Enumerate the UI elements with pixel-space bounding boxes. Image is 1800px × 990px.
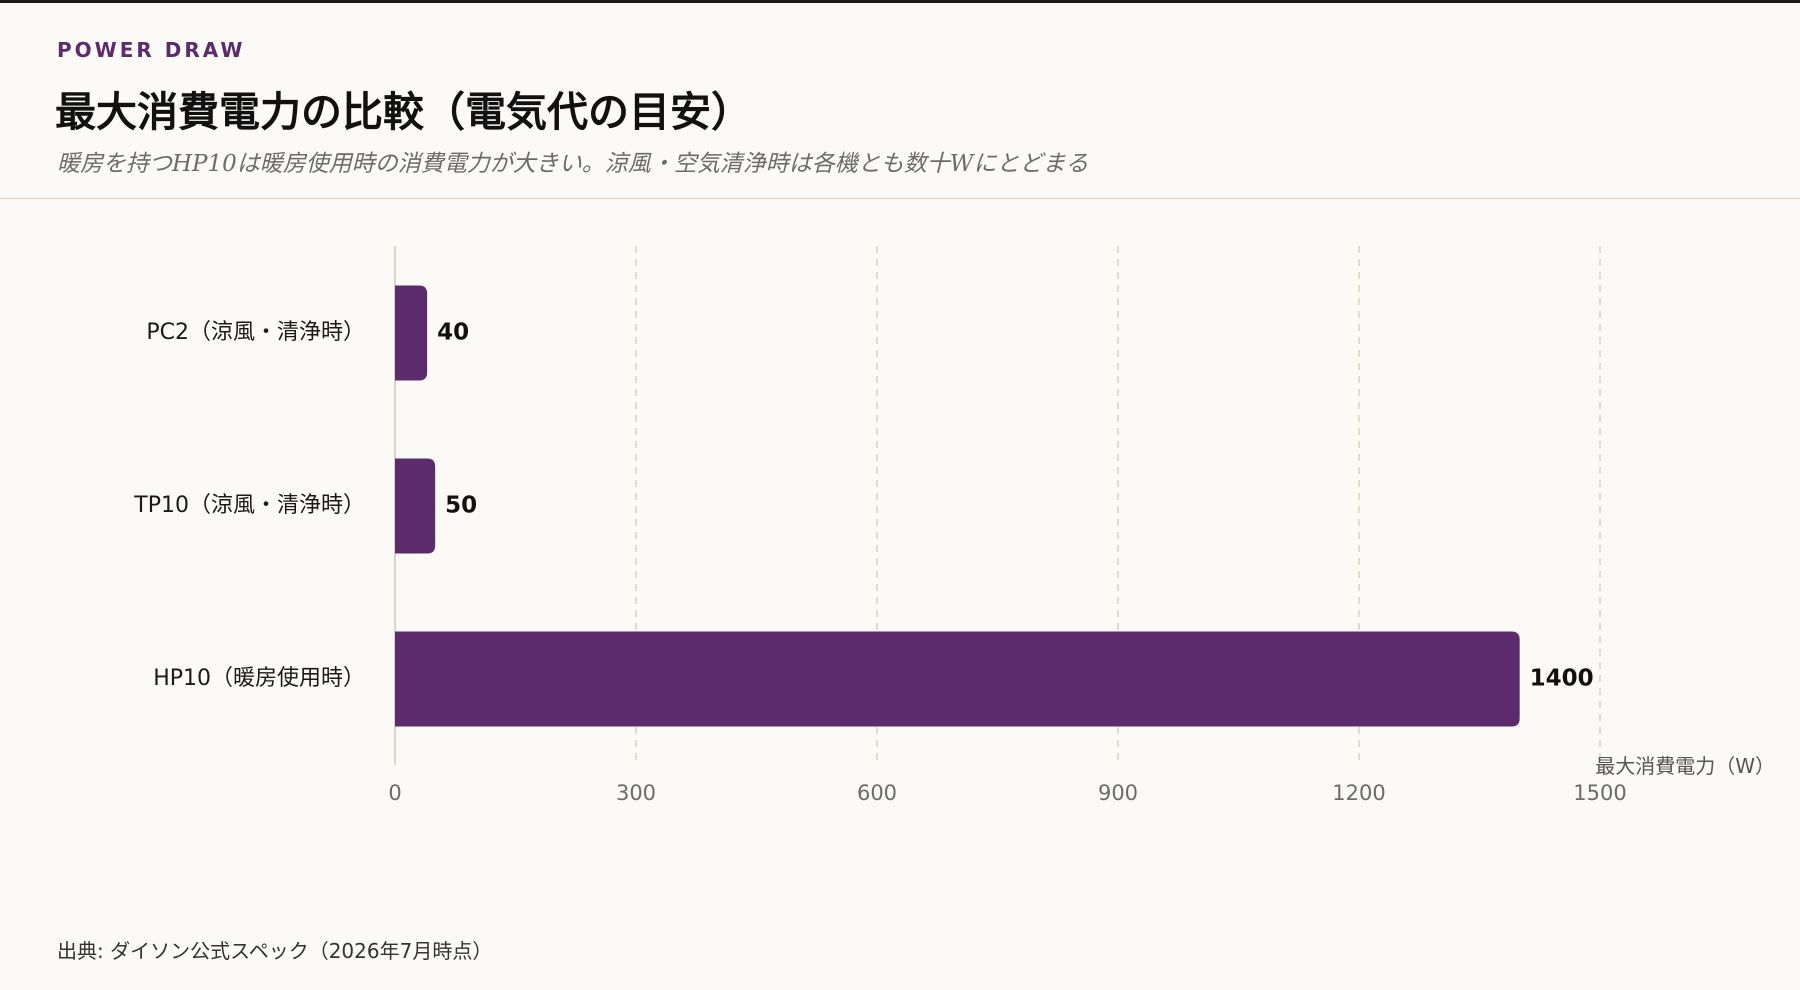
data-label: 50 <box>445 493 477 519</box>
category-label: PC2（涼風・清浄時） <box>146 320 365 345</box>
data-label: 1400 <box>1530 666 1594 692</box>
x-tick-label: 0 <box>388 781 401 805</box>
x-tick-label: 300 <box>616 781 656 805</box>
header-divider <box>0 198 1800 199</box>
x-axis-title: 最大消費電力（W） <box>1595 754 1775 778</box>
eyebrow-label: POWER DRAW <box>57 38 246 62</box>
bar <box>395 285 428 381</box>
bar <box>395 458 436 554</box>
x-tick-label: 900 <box>1098 781 1138 805</box>
x-tick-label: 600 <box>857 781 897 805</box>
category-label: HP10（暖房使用時） <box>153 666 365 691</box>
chart-title: 最大消費電力の比較（電気代の目安） <box>55 88 752 136</box>
x-tick-label: 1200 <box>1332 781 1385 805</box>
category-label: TP10（涼風・清浄時） <box>133 493 365 518</box>
data-label: 40 <box>437 320 469 346</box>
source-note: 出典: ダイソン公式スペック（2026年7月時点） <box>57 939 493 963</box>
chart-subtitle: 暖房を持つHP10は暖房使用時の消費電力が大きい。涼風・空気清浄時は各機とも数十… <box>57 151 1089 177</box>
top-rule <box>0 0 1800 3</box>
x-tick-label: 1500 <box>1573 781 1626 805</box>
bar <box>395 631 1520 727</box>
